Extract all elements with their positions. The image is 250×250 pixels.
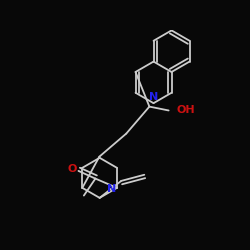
Text: OH: OH — [176, 106, 195, 116]
Text: N: N — [149, 92, 158, 102]
Text: N: N — [107, 184, 116, 194]
Text: O: O — [68, 164, 77, 174]
